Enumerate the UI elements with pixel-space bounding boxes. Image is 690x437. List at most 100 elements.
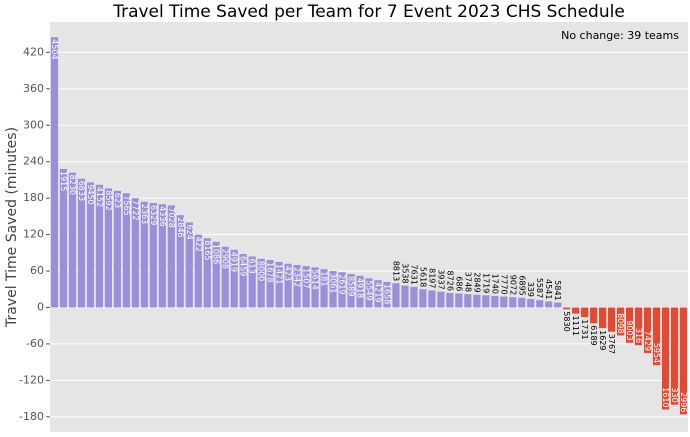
bar (634, 307, 643, 346)
bar (500, 296, 508, 308)
bar-label: 1610 (661, 387, 670, 407)
bar (257, 258, 265, 308)
bar (527, 298, 535, 308)
bar (50, 37, 59, 308)
bar (491, 295, 499, 308)
bar (383, 281, 391, 308)
bar-label: 1507 (302, 268, 311, 288)
bar (77, 178, 86, 308)
bar-label: 1629 (598, 330, 607, 350)
bar-label: 4918 (356, 278, 365, 298)
bar (338, 272, 346, 308)
bar-label: 5830 (562, 311, 571, 331)
y-tick-label: -180 (19, 410, 44, 423)
bar (131, 198, 139, 308)
bar (428, 290, 436, 308)
bar (643, 307, 652, 354)
bar-label: 1719 (481, 273, 490, 293)
bar-label: 4152 (95, 187, 104, 207)
bar (212, 241, 220, 308)
bar-label: 7722 (131, 200, 140, 220)
bar (536, 300, 544, 308)
bar (68, 172, 77, 308)
y-axis-label: Travel Time Saved (minutes) (4, 127, 20, 328)
bar-label: 2849 (472, 272, 481, 292)
bar-label: 4504 (50, 39, 59, 59)
bar-label: 3937 (436, 269, 445, 289)
bar (311, 267, 319, 308)
bar-label: 8230 (68, 175, 77, 195)
bar-label: 623 (113, 193, 122, 208)
bar (419, 289, 427, 308)
bar-label: 1658 (382, 284, 391, 304)
bar-label: 4219 (373, 282, 382, 302)
y-tick-label: -60 (26, 337, 44, 350)
bar (347, 274, 355, 308)
bar (230, 249, 238, 308)
bar (437, 291, 445, 308)
bar (194, 234, 202, 308)
bar (203, 238, 211, 308)
bar-label: 686 (454, 276, 463, 291)
bar-label: 1678 (266, 262, 275, 282)
y-tick-label: 180 (23, 191, 44, 204)
bar (679, 307, 688, 415)
bar (401, 285, 409, 308)
bar (149, 203, 157, 308)
bar (104, 188, 113, 308)
bar (545, 301, 553, 308)
bar (581, 307, 589, 318)
bar (608, 307, 616, 332)
y-tick-label: 120 (23, 228, 44, 241)
bar-label: 7631 (409, 264, 418, 284)
bar (410, 286, 418, 308)
bar-label: 613 (248, 258, 257, 273)
bar-label: 6895 (517, 275, 526, 295)
bar-label: 5841 (553, 280, 562, 300)
bar (95, 184, 104, 308)
bar-label: 3748 (463, 272, 472, 292)
bar (59, 168, 68, 308)
bar-label: 7770 (499, 274, 508, 294)
bar (590, 307, 598, 324)
bar-label: 8165 (203, 240, 212, 260)
bar-label: 1111 (571, 316, 580, 336)
bar (599, 307, 607, 329)
bar (176, 215, 184, 308)
bar (572, 307, 580, 314)
y-tick-label: 60 (30, 264, 44, 277)
bar-label: 8098 (616, 313, 625, 333)
bar (221, 246, 229, 308)
bar (113, 190, 121, 308)
bar-label: 3538 (400, 263, 409, 283)
bar (86, 182, 95, 308)
bar-label: 6329 (149, 205, 158, 225)
bar (266, 260, 274, 308)
y-tick-label: 0 (37, 300, 44, 313)
bar-label: 2846 (176, 217, 185, 237)
bar-label: 3767 (607, 334, 616, 354)
bar-label: 181 (320, 271, 329, 286)
bar (617, 307, 625, 336)
bar-label: 8000 (257, 261, 266, 281)
bar (239, 254, 247, 308)
bar (329, 271, 337, 308)
annotation: No change: 39 teams (561, 29, 679, 42)
bar (158, 204, 166, 308)
bar-label: 423 (284, 266, 293, 281)
bar-label: 6189 (589, 325, 598, 345)
bar-label: 6459 (239, 256, 248, 276)
bar (356, 275, 364, 308)
bar-label: 330 (670, 387, 679, 402)
bar-label: 8813 (391, 261, 400, 281)
bar-label: 4336 (158, 206, 167, 226)
bar (652, 307, 661, 366)
bar-label: 1740 (490, 274, 499, 294)
bar-label: 5954 (652, 343, 661, 363)
bar (464, 294, 472, 308)
bar (518, 297, 526, 308)
bar-label: 1915 (59, 171, 68, 191)
bar (374, 280, 382, 308)
